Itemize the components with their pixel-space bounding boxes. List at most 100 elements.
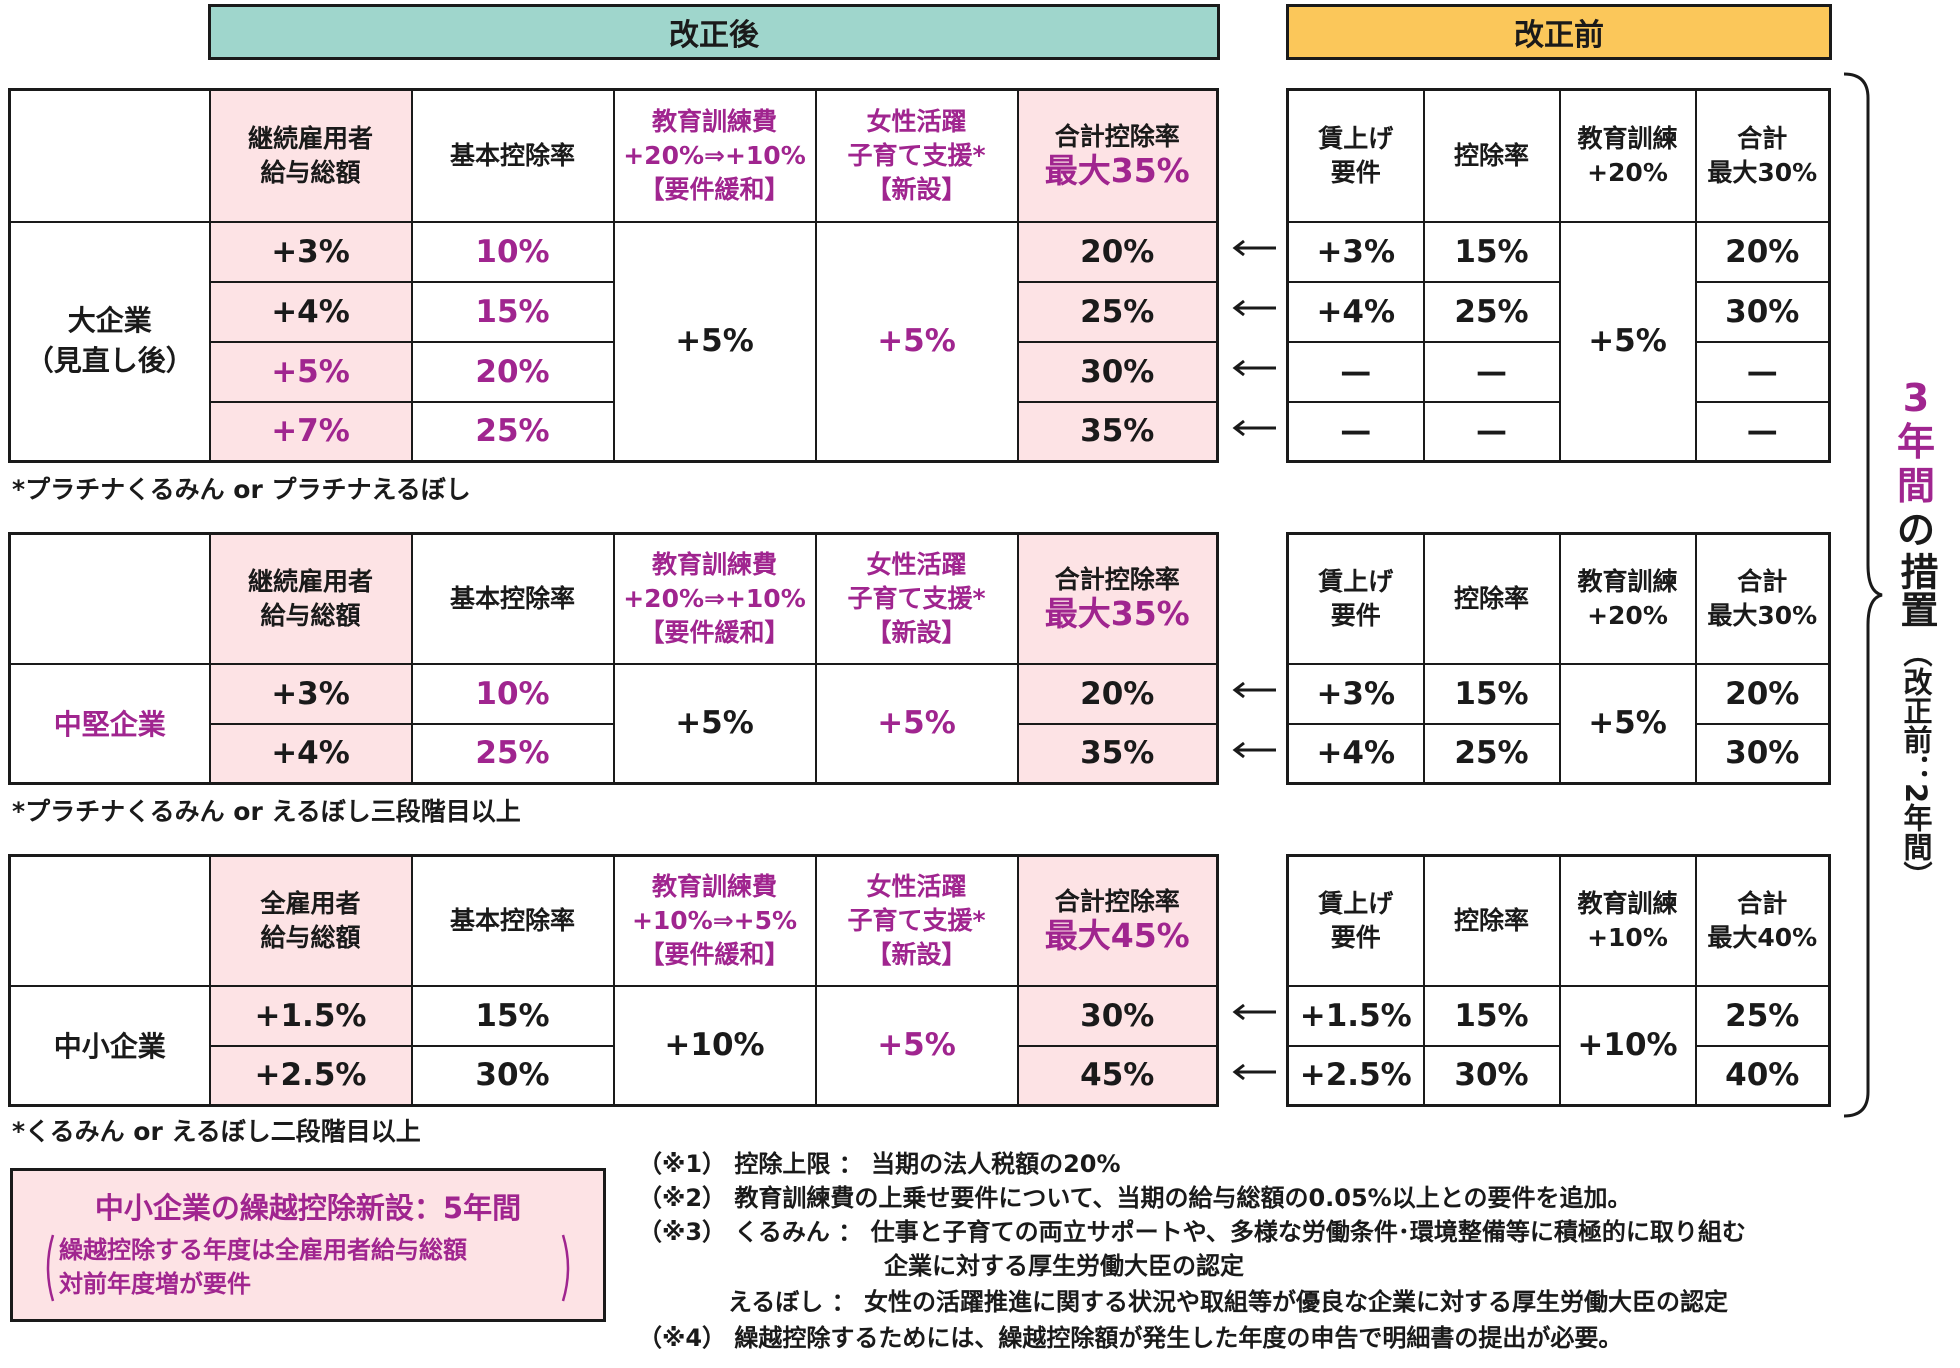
wage-cell: +3% <box>1286 220 1425 283</box>
side-label-kan: 間 <box>1896 464 1935 508</box>
education-cell: +10% <box>1558 984 1697 1107</box>
base-rate-cell: 15% <box>410 280 615 343</box>
total-cell: 30% <box>1694 280 1831 343</box>
total-cell: — <box>1694 400 1831 463</box>
base-rate-cell: 10% <box>410 662 615 725</box>
education-cell: +5% <box>1558 220 1697 463</box>
women-cell: +5% <box>814 984 1019 1107</box>
col-wage-header: 継続雇用者 給与総額 <box>208 532 413 665</box>
footnote-1: （※1） 控除上限 ： 当期の法人税額の20% <box>638 1150 1121 1178</box>
total-cell: 35% <box>1016 722 1219 785</box>
women-cell: +5% <box>814 662 1019 785</box>
wage-cell: — <box>1286 400 1425 463</box>
wage-cell: +5% <box>208 340 413 403</box>
col-total-header: 合計控除率 最大45% <box>1016 854 1219 987</box>
total-cell: 30% <box>1694 722 1831 785</box>
total-cell: 20% <box>1016 220 1219 283</box>
corner-cell <box>8 88 211 223</box>
wage-cell: +4% <box>208 722 413 785</box>
rate-cell: 15% <box>1422 662 1561 725</box>
wage-cell: +1.5% <box>208 984 413 1047</box>
left-arrow-icon <box>1232 299 1276 317</box>
education-cell: +5% <box>612 662 817 785</box>
total-cell: — <box>1694 340 1831 403</box>
row-label-sme: 中小企業 <box>8 984 211 1107</box>
rate-cell: 25% <box>1422 722 1561 785</box>
rate-cell: 15% <box>1422 220 1561 283</box>
col-total-header: 合計控除率 最大35% <box>1016 532 1219 665</box>
left-arrow-icon <box>1232 359 1276 377</box>
large-enterprise-before-table: 賃上げ 要件 控除率 教育訓練 +20% 合計 最大30% +3% 15% +5% 2… <box>1286 88 1831 463</box>
col-education-header: 教育訓練 +10% <box>1558 854 1697 987</box>
side-label: 3 年 間 の 措置 （改正前：2年間） <box>1888 376 1944 890</box>
education-cell: +5% <box>1558 662 1697 785</box>
side-label-nen: 年 <box>1896 420 1935 464</box>
col-education-header: 教育訓練費 +20%⇒+10% 【要件緩和】 <box>612 88 817 223</box>
education-cell: +10% <box>612 984 817 1107</box>
education-cell: +5% <box>612 220 817 463</box>
footnote-sme: *くるみん or えるぼし二段階目以上 <box>12 1117 421 1146</box>
total-cell: 25% <box>1016 280 1219 343</box>
base-rate-cell: 20% <box>410 340 615 403</box>
mid-enterprise-table: 継続雇用者 給与総額 基本控除率 教育訓練費 +20%⇒+10% 【要件緩和】 女性活… <box>8 532 1219 785</box>
base-rate-cell: 25% <box>410 400 615 463</box>
sme-before-table: 賃上げ 要件 控除率 教育訓練 +10% 合計 最大40% +1.5% 15% +10… <box>1286 854 1831 1107</box>
total-cell: 20% <box>1694 662 1831 725</box>
col-education-header: 教育訓練費 +20%⇒+10% 【要件緩和】 <box>612 532 817 665</box>
col-rate-header: 控除率 <box>1422 88 1561 223</box>
col-women-header: 女性活躍 子育て支援* 【新設】 <box>814 88 1019 223</box>
side-label-years: 3 <box>1902 376 1930 420</box>
after-reform-label: 改正後 <box>669 18 759 53</box>
carry-forward-box: 中小企業の繰越控除新設：5年間 繰越控除する年度は全雇用者給与総額 対前年度増が… <box>10 1168 606 1322</box>
col-wage-header: 継続雇用者 給与総額 <box>208 88 413 223</box>
total-cell: 20% <box>1016 662 1219 725</box>
footnote-3: （※3） くるみん ： 仕事と子育ての両立サポートや、多様な労働条件･環境整備等… <box>638 1218 1746 1246</box>
mid-enterprise-before-table: 賃上げ 要件 控除率 教育訓練 +20% 合計 最大30% +3% 15% +5% 2… <box>1286 532 1831 785</box>
carry-forward-body: 繰越控除する年度は全雇用者給与総額 対前年度増が要件 <box>59 1233 467 1301</box>
col-base-rate-header: 基本控除率 <box>410 88 615 223</box>
wage-cell: +3% <box>1286 662 1425 725</box>
footnote-3-cont: 企業に対する厚生労働大臣の認定 <box>884 1252 1244 1280</box>
col-education-header: 教育訓練費 +10%⇒+5% 【要件緩和】 <box>612 854 817 987</box>
base-rate-cell: 30% <box>410 1044 615 1107</box>
wage-cell: +4% <box>1286 280 1425 343</box>
footnote-3-eruboshi: えるぼし ： 女性の活躍推進に関する状況や取組等が優良な企業に対する厚生労働大臣… <box>728 1288 1728 1316</box>
corner-cell <box>8 854 211 987</box>
col-wage-requirement-header: 賃上げ 要件 <box>1286 532 1425 665</box>
large-enterprise-table: 継続雇用者 給与総額 基本控除率 教育訓練費 +20%⇒+10% 【要件緩和】 女性活… <box>8 88 1219 463</box>
wage-cell: +2.5% <box>208 1044 413 1107</box>
wage-cell: +1.5% <box>1286 984 1425 1047</box>
before-reform-header: 改正前 <box>1286 4 1832 60</box>
col-education-header: 教育訓練 +20% <box>1558 88 1697 223</box>
rate-cell: — <box>1422 340 1561 403</box>
col-women-header: 女性活躍 子育て支援* 【新設】 <box>814 532 1019 665</box>
base-rate-cell: 10% <box>410 220 615 283</box>
col-total-header: 合計 最大30% <box>1694 88 1831 223</box>
rate-cell: 25% <box>1422 280 1561 343</box>
wage-cell: +4% <box>1286 722 1425 785</box>
total-cell: 30% <box>1016 984 1219 1047</box>
after-reform-header: 改正後 <box>208 4 1220 60</box>
side-label-no: の <box>1896 508 1935 552</box>
col-base-rate-header: 基本控除率 <box>410 854 615 987</box>
left-arrow-icon <box>1232 1063 1276 1081</box>
wage-cell: +7% <box>208 400 413 463</box>
wage-cell: +3% <box>208 220 413 283</box>
total-cell: 35% <box>1016 400 1219 463</box>
total-cell: 40% <box>1694 1044 1831 1107</box>
col-wage-header: 全雇用者 給与総額 <box>208 854 413 987</box>
wage-cell: +2.5% <box>1286 1044 1425 1107</box>
left-paren-icon <box>46 1234 55 1302</box>
footnote-2: （※2） 教育訓練費の上乗せ要件について、当期の給与総額の0.05%以上との要件… <box>638 1184 1632 1212</box>
sme-table: 全雇用者 給与総額 基本控除率 教育訓練費 +10%⇒+5% 【要件緩和】 女性活躍子… <box>8 854 1219 1107</box>
row-label-large: 大企業 （見直し後） <box>8 220 211 463</box>
left-arrow-icon <box>1232 239 1276 257</box>
left-arrow-icon <box>1232 419 1276 437</box>
left-arrow-icon <box>1232 681 1276 699</box>
wage-cell: +4% <box>208 280 413 343</box>
women-cell: +5% <box>814 220 1019 463</box>
left-arrow-icon <box>1232 1003 1276 1021</box>
col-total-header: 合計控除率 最大35% <box>1016 88 1219 223</box>
row-label-mid: 中堅企業 <box>8 662 211 785</box>
footnote-mid: *プラチナくるみん or えるぼし三段階目以上 <box>12 797 521 826</box>
